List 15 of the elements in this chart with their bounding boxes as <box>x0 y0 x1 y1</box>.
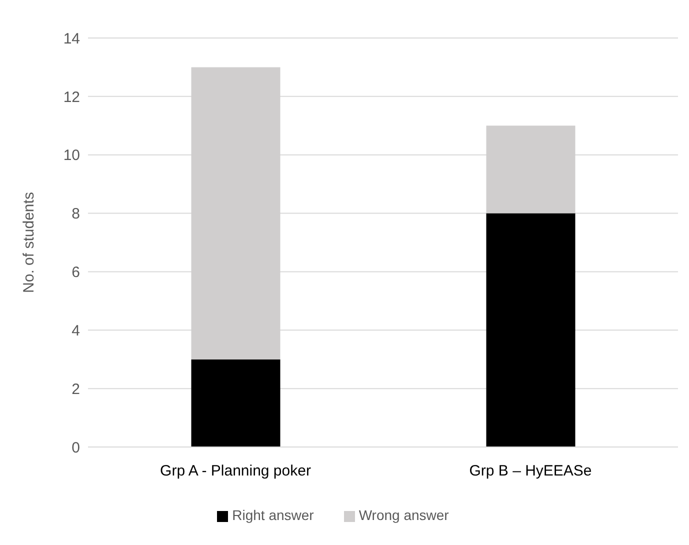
y-tick-label: 12 <box>63 88 80 106</box>
y-tick-label: 8 <box>72 206 80 223</box>
x-tick-label: Grp B – HyEEASe <box>469 462 592 480</box>
y-tick-label: 14 <box>63 30 80 48</box>
bar <box>486 213 576 447</box>
y-axis-title: No. of students <box>20 192 38 293</box>
x-tick-label: Grp A - Planning poker <box>160 462 311 480</box>
y-tick-label: 4 <box>72 322 80 340</box>
bar <box>191 359 280 447</box>
y-tick-label: 6 <box>72 264 80 282</box>
y-tick-label: 0 <box>72 439 80 456</box>
y-tick-label: 2 <box>72 380 80 398</box>
legend-label: Wrong answer <box>358 507 449 523</box>
legend-label: Right answer <box>232 507 314 523</box>
y-tick-label: 10 <box>63 147 80 164</box>
